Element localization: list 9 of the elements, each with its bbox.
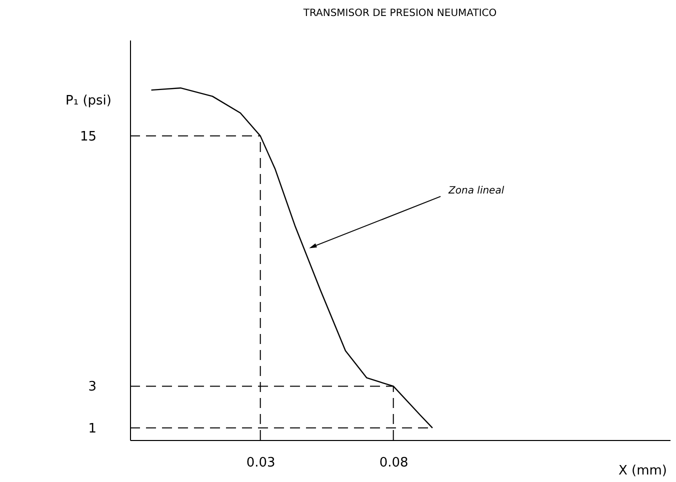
y-axis-title: P₁ (psi): [66, 94, 112, 108]
x-tick-label: 0.08: [379, 456, 408, 470]
x-axis-title: X (mm): [618, 464, 668, 478]
y-tick-label: 3: [88, 380, 96, 395]
x-tick-label: 0.03: [246, 456, 276, 470]
chart-title: TRANSMISOR DE PRESION NEUMATICO: [302, 8, 497, 19]
annotation: Zona lineal: [448, 185, 504, 196]
y-tick-label: 15: [80, 129, 96, 144]
y-tick-label: 1: [88, 421, 96, 436]
